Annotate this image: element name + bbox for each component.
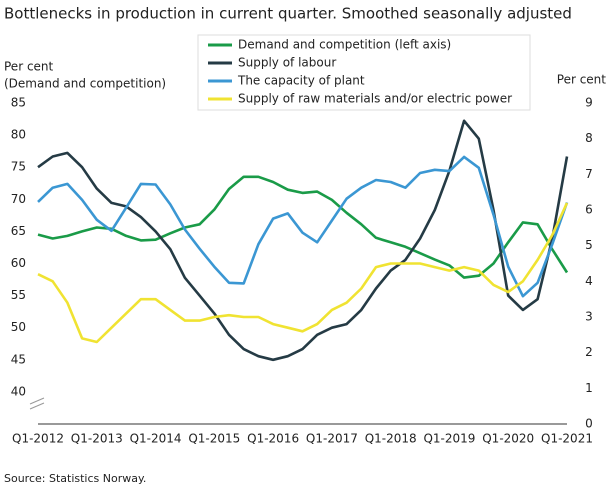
y2-tick-label: 1 [585,381,593,395]
y2-tick-label: 5 [585,238,593,252]
y2-axis-label: Per cent [557,73,607,87]
y2-tick-label: 3 [585,310,593,324]
chart-title: Bottlenecks in production in current qua… [4,5,572,23]
legend-label: Supply of raw materials and/or electric … [238,92,512,106]
legend-box [197,34,531,111]
x-tick-label: Q1-2015 [188,432,240,446]
y-axis-label-sub: (Demand and competition) [4,77,166,91]
y2-tick-label: 9 [585,96,593,110]
x-tick-label: Q1-2012 [12,432,64,446]
x-tick-label: Q1-2013 [71,432,123,446]
x-tick-label: Q1-2018 [365,432,417,446]
y-axis-label: Per cent [4,60,54,74]
series-line [37,175,569,279]
y-tick-label: 55 [11,288,26,302]
source: Source: Statistics Norway. [4,472,146,485]
y-tick-label: 65 [11,224,26,238]
y-tick-label: 40 [11,384,26,398]
y-tick-label: 70 [11,192,26,206]
x-tick-label: Q1-2014 [130,432,182,446]
series-line [37,155,569,298]
y-tick-label: 80 [11,128,26,142]
series-line [37,119,569,362]
x-tick-label: Q1-2021 [541,432,593,446]
y-tick-label: 60 [11,256,26,270]
y2-tick-label: 0 [585,417,593,431]
x-tick-label: Q1-2019 [423,432,475,446]
axis-break [29,397,45,410]
series-line [37,202,569,344]
x-tick-label: Q1-2017 [306,432,358,446]
y2-tick-label: 6 [585,203,593,217]
y2-tick-label: 7 [585,167,593,181]
y2-tick-label: 4 [585,274,593,288]
legend-label: The capacity of plant [237,74,365,88]
y2-tick-label: 2 [585,345,593,359]
y-tick-label: 45 [11,352,26,366]
y2-tick-label: 8 [585,131,593,145]
legend-label: Demand and competition (left axis) [238,38,451,52]
y-tick-label: 50 [11,320,26,334]
x-tick-label: Q1-2016 [247,432,299,446]
x-tick-label: Q1-2020 [482,432,534,446]
legend-label: Supply of labour [238,56,336,70]
y-tick-label: 85 [11,96,26,110]
y-tick-label: 75 [11,160,26,174]
